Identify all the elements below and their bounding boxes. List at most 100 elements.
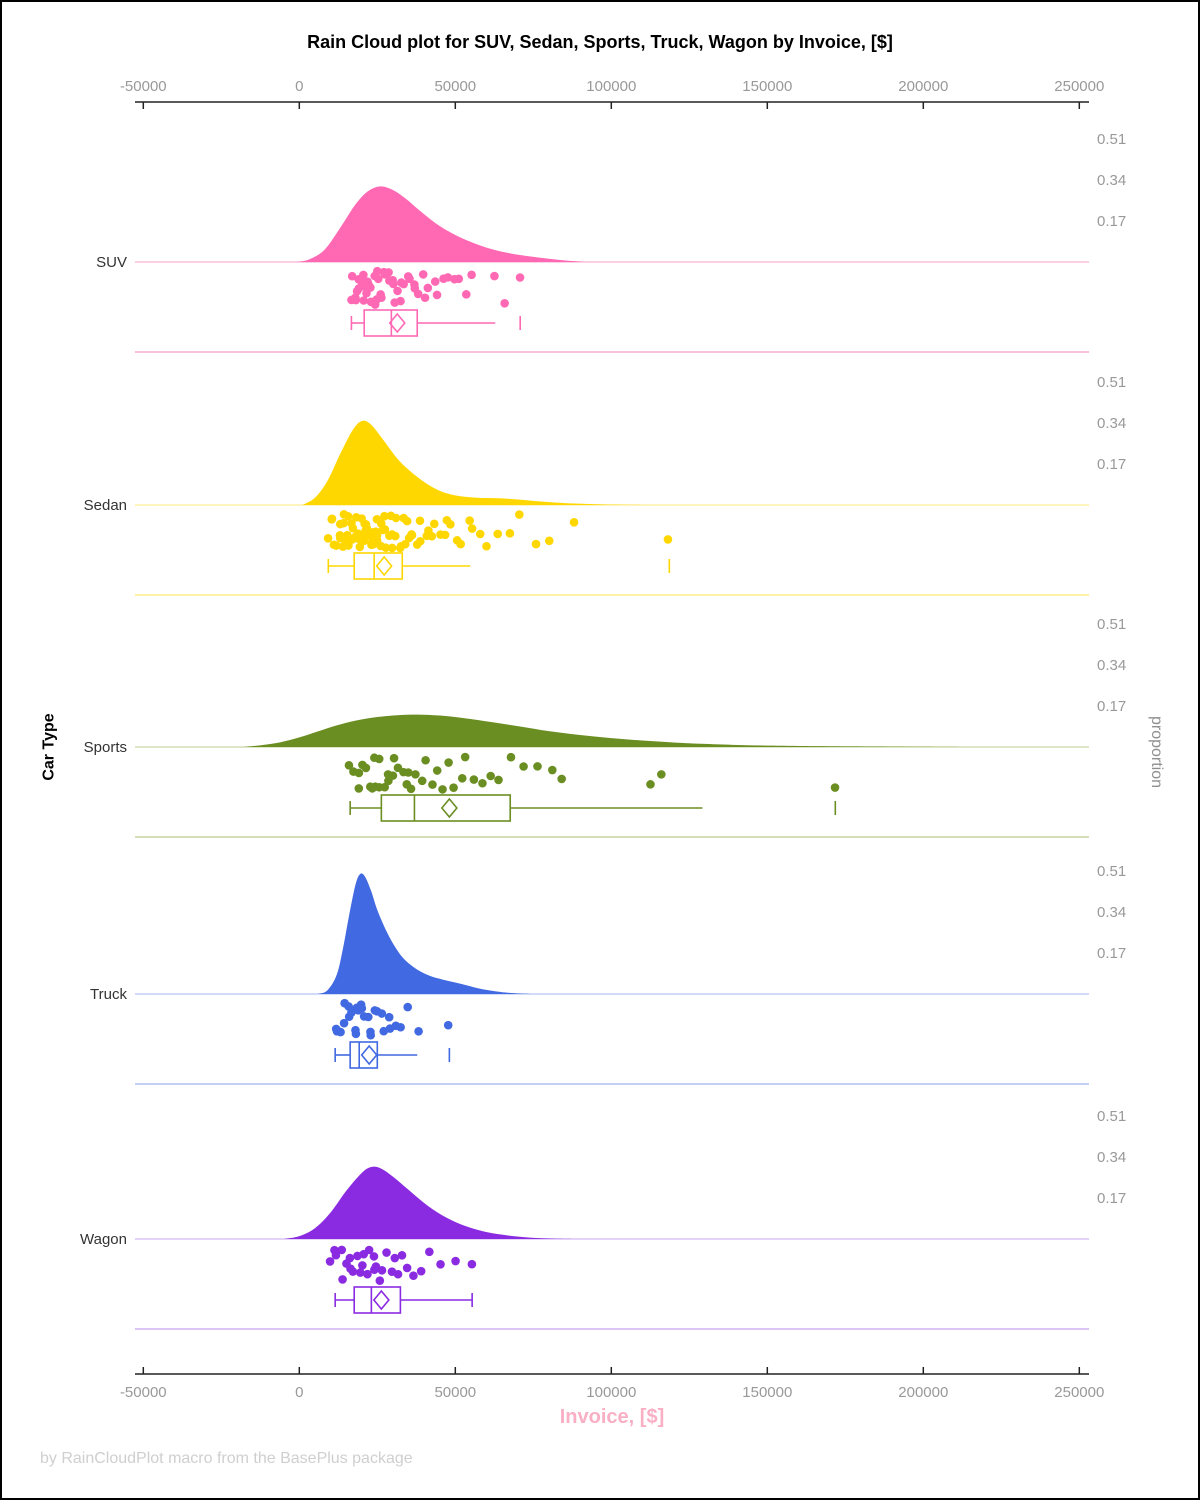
data-point	[457, 773, 467, 783]
data-point	[397, 1251, 407, 1260]
data-point	[467, 270, 476, 280]
category-label-wagon: Wagon	[80, 1231, 127, 1248]
data-point	[519, 762, 528, 771]
data-point	[335, 530, 345, 540]
data-point	[569, 518, 579, 527]
chart-title: Rain Cloud plot for SUV, Sedan, Sports, …	[307, 32, 893, 52]
data-point	[356, 1268, 365, 1277]
data-point	[494, 775, 503, 785]
category-label-suv: SUV	[96, 254, 127, 271]
proportion-tick-label: 0.34	[1097, 1149, 1126, 1166]
data-point	[402, 516, 412, 526]
data-point	[381, 543, 391, 552]
x-tick-label: 100000	[586, 1384, 636, 1401]
data-point	[351, 295, 361, 305]
x-tick-label: 50000	[434, 1384, 476, 1401]
data-point	[339, 1018, 349, 1028]
data-point	[467, 1259, 477, 1269]
data-point	[393, 286, 402, 296]
data-point	[380, 782, 390, 792]
data-point	[403, 1002, 413, 1012]
data-point	[406, 784, 416, 794]
mean-diamond	[375, 555, 393, 577]
data-point	[443, 273, 453, 282]
x-tick-label: 0	[295, 78, 303, 95]
mean-diamond	[372, 1289, 390, 1311]
x-tick-label: 150000	[742, 78, 792, 95]
proportion-tick-label: 0.34	[1097, 904, 1126, 921]
data-point	[376, 290, 385, 299]
proportion-tick-label: 0.34	[1097, 172, 1126, 189]
panel-sedan: 0.51 0.34 0.17 Sedan	[84, 374, 1126, 596]
data-point	[331, 1250, 341, 1260]
density-area-truck	[318, 873, 531, 994]
data-point	[557, 774, 566, 784]
box-plot-suv	[350, 309, 521, 337]
data-point	[475, 529, 485, 539]
data-point	[444, 758, 453, 767]
data-point	[533, 762, 542, 771]
bottom-x-axis: -50000 0 50000 100000 150000 200000 250000	[120, 1367, 1104, 1401]
data-point	[430, 519, 439, 529]
data-point	[428, 780, 437, 789]
data-point	[467, 524, 477, 533]
data-point	[366, 1030, 376, 1040]
data-point	[323, 533, 333, 543]
category-label-sedan: Sedan	[84, 497, 127, 514]
data-point	[369, 1252, 379, 1261]
strip-dots-sedan	[323, 510, 673, 553]
data-point	[404, 768, 413, 777]
data-point	[382, 1248, 391, 1257]
data-point	[351, 1029, 361, 1039]
data-point	[531, 539, 541, 549]
data-point	[415, 536, 425, 546]
data-point	[646, 780, 655, 789]
iqr-box	[353, 552, 404, 580]
data-point	[469, 775, 479, 784]
data-point	[657, 770, 666, 779]
box-plot-wagon	[334, 1286, 473, 1314]
data-point	[384, 1012, 394, 1022]
panel-suv: 0.51 0.34 0.17 SUV	[96, 131, 1126, 353]
proportion-tick-label: 0.17	[1097, 945, 1126, 962]
data-point	[357, 1003, 367, 1013]
data-point	[377, 1266, 387, 1275]
data-point	[482, 541, 491, 551]
data-point	[380, 525, 390, 534]
data-point	[348, 523, 358, 533]
proportion-tick-label: 0.17	[1097, 698, 1126, 715]
proportion-tick-label: 0.51	[1097, 1108, 1126, 1125]
data-point	[443, 1020, 453, 1030]
data-point	[446, 520, 455, 529]
proportion-tick-label: 0.17	[1097, 213, 1126, 230]
data-point	[515, 273, 525, 282]
data-point	[418, 270, 428, 279]
x-tick-label: -50000	[120, 1384, 167, 1401]
proportion-tick-label: 0.34	[1097, 657, 1126, 674]
x-tick-label: 250000	[1054, 1384, 1104, 1401]
x-tick-label: 100000	[586, 78, 636, 95]
data-point	[544, 536, 554, 546]
data-point	[414, 1026, 423, 1036]
mean-diamond	[360, 1044, 378, 1066]
data-point	[451, 1256, 460, 1266]
density-area-sports	[243, 714, 971, 747]
data-point	[663, 535, 673, 544]
data-point	[327, 514, 337, 524]
data-point	[486, 771, 495, 781]
data-point	[456, 539, 465, 549]
proportion-tick-label: 0.17	[1097, 1190, 1126, 1207]
proportion-tick-label: 0.51	[1097, 863, 1126, 880]
data-point	[405, 274, 414, 284]
data-point	[337, 1245, 347, 1255]
panel-sports: 0.51 0.34 0.17 Sports	[84, 616, 1126, 838]
proportion-tick-label: 0.51	[1097, 374, 1126, 391]
data-point	[366, 283, 375, 292]
data-point	[343, 511, 353, 521]
data-point	[354, 284, 364, 293]
data-point	[417, 776, 427, 786]
data-point	[432, 766, 442, 775]
data-point	[407, 530, 417, 540]
data-point	[390, 531, 400, 541]
